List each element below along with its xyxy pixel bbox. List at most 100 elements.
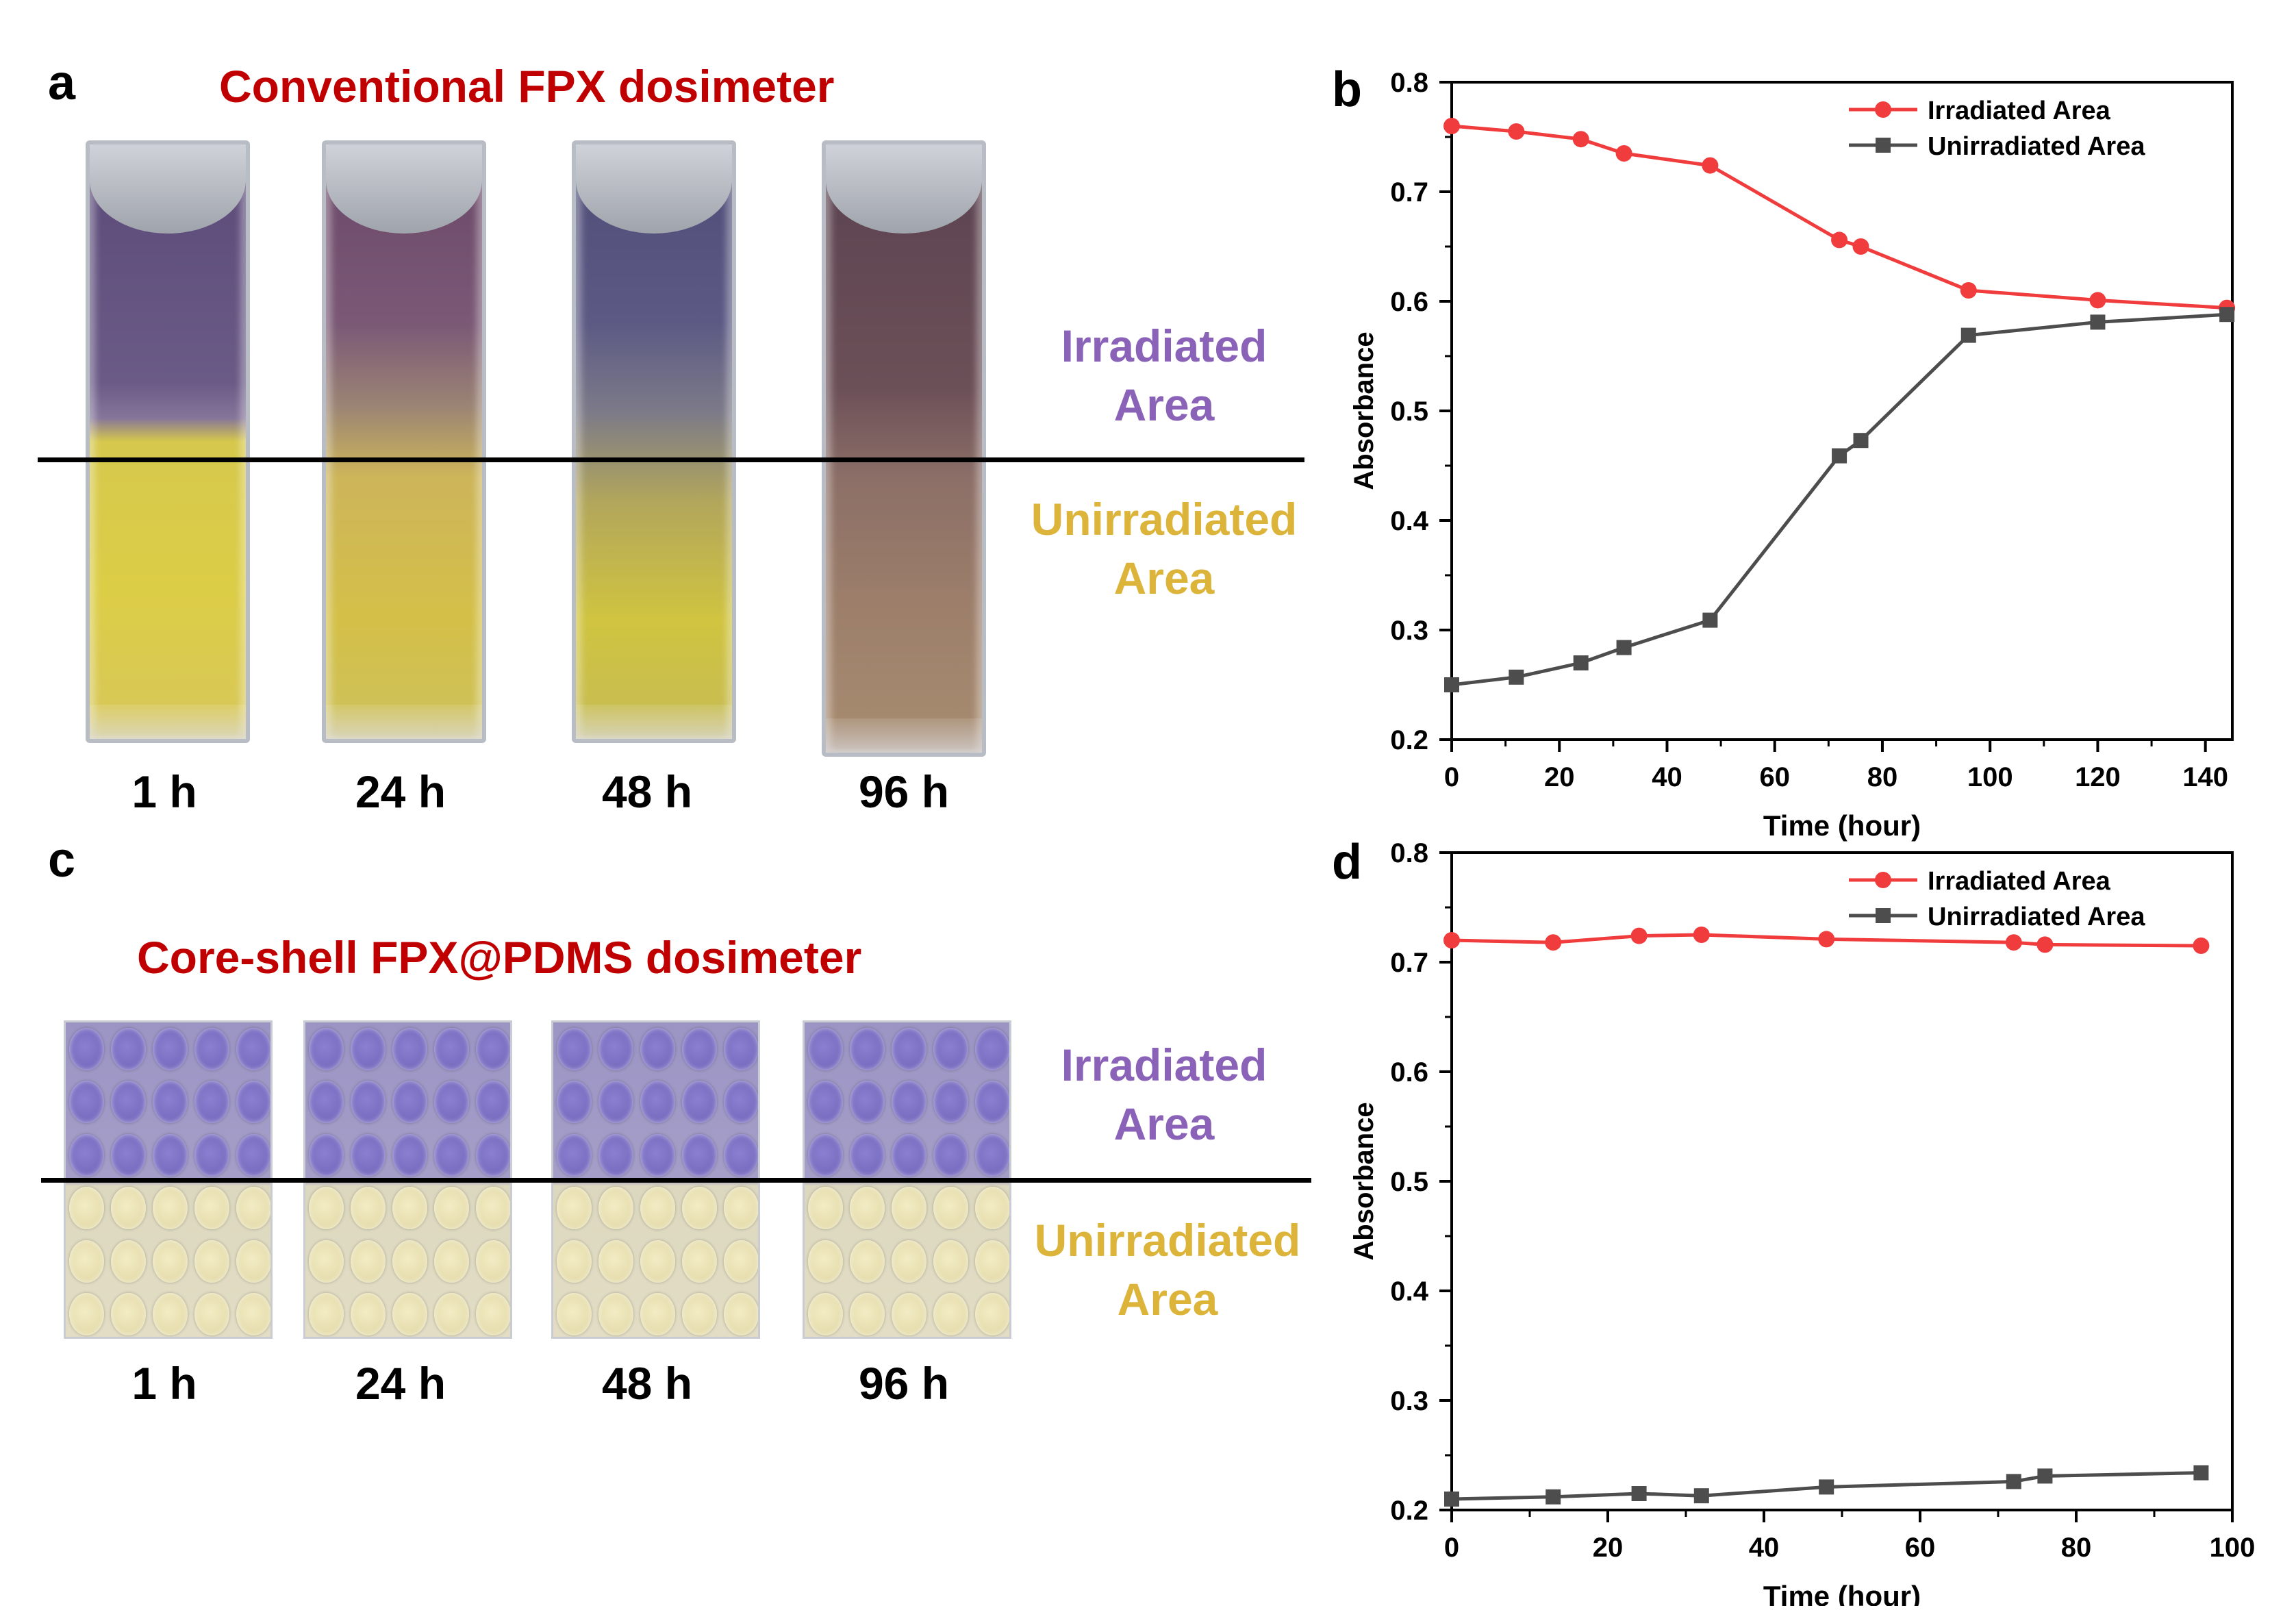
plate-well	[153, 1187, 188, 1230]
data-point-irradiated	[1572, 131, 1589, 148]
cuvette-bottom	[326, 705, 482, 739]
plate-well	[194, 1027, 229, 1070]
cuvette-cap	[826, 144, 982, 234]
plate-well	[351, 1081, 386, 1124]
plate-well	[434, 1027, 469, 1070]
irradiated-label-line1: Irradiated	[1061, 320, 1267, 371]
plate-well	[434, 1240, 469, 1283]
plate-well	[724, 1240, 758, 1283]
plate-well	[194, 1187, 229, 1230]
data-point-irradiated	[2089, 292, 2106, 309]
plate-well	[194, 1133, 229, 1177]
plate-well	[111, 1293, 146, 1336]
time-label-a-24h: 24 h	[355, 766, 446, 817]
plate-well	[236, 1133, 270, 1177]
plate-well	[476, 1240, 510, 1283]
absorbance-chart-b: 0 20 40 60 80 100 120 140 0.2 0.3 0.4 0.5 0.6 0.7 0.8 T…	[1349, 68, 2236, 842]
plate-well	[724, 1133, 758, 1177]
plate-well	[682, 1293, 717, 1336]
data-point-unirradiated	[1960, 327, 1976, 343]
cuvette-photo	[322, 140, 486, 743]
panel-label-c: c	[48, 833, 76, 888]
plate-well	[194, 1293, 229, 1336]
plate-well	[557, 1293, 592, 1336]
legend-swatch-marker	[1875, 872, 1891, 888]
x-tick-label: 60	[1905, 1533, 1936, 1563]
plate-well	[351, 1027, 386, 1070]
data-point-unirradiated	[1444, 677, 1459, 692]
data-point-irradiated	[1852, 238, 1869, 255]
x-tick-label: 140	[2182, 762, 2228, 792]
plate-well	[682, 1240, 717, 1283]
panel-label-b: b	[1332, 62, 1362, 117]
plate-well	[351, 1187, 386, 1230]
plate-well	[975, 1133, 1009, 1177]
plate-well	[975, 1081, 1009, 1124]
irradiated-area-label-c: Irradiated Area	[1027, 1035, 1301, 1153]
panel-label-d: d	[1332, 835, 1362, 890]
plate-well	[153, 1081, 188, 1124]
x-tick-label: 80	[1867, 762, 1898, 792]
plate-well	[236, 1293, 270, 1336]
plate-well	[933, 1240, 968, 1283]
y-tick-label: 0.6	[1390, 1057, 1428, 1087]
legend-label-unirradiated: Unirradiated Area	[1928, 132, 2145, 161]
plate-well	[808, 1240, 843, 1283]
irradiated-label-line1: Irradiated	[1061, 1040, 1267, 1090]
plate-well	[598, 1027, 633, 1070]
plate-well	[682, 1133, 717, 1177]
plate-well	[557, 1027, 592, 1070]
legend-label-irradiated: Irradiated Area	[1928, 867, 2111, 896]
plate-well	[892, 1081, 926, 1124]
plate-well	[111, 1027, 146, 1070]
x-axis-label: Time (hour)	[1763, 1580, 1921, 1606]
plate-well	[434, 1293, 469, 1336]
y-tick-label: 0.7	[1390, 948, 1428, 978]
y-tick-label: 0.5	[1390, 397, 1428, 427]
plate-well	[850, 1027, 885, 1070]
panel-a-title: Conventional FPX dosimeter	[219, 61, 835, 112]
plate-well	[194, 1081, 229, 1124]
plate-well	[557, 1133, 592, 1177]
data-point-irradiated	[2193, 938, 2210, 954]
y-tick-label: 0.3	[1390, 616, 1428, 646]
y-tick-label: 0.7	[1390, 177, 1428, 207]
unirradiated-label-line2: Area	[1113, 553, 1215, 603]
plate-well	[850, 1133, 885, 1177]
unirradiated-area-label-c: Unirradiated Area	[1010, 1211, 1325, 1329]
plate-well	[933, 1081, 968, 1124]
plate-well	[69, 1293, 104, 1336]
data-point-irradiated	[1702, 157, 1719, 174]
data-point-unirradiated	[1573, 655, 1589, 670]
plate-well	[682, 1187, 717, 1230]
cuvette-bottom	[576, 705, 732, 739]
plate-well	[640, 1240, 675, 1283]
plate-well	[194, 1240, 229, 1283]
plate-well	[153, 1240, 188, 1283]
plate-well	[557, 1240, 592, 1283]
x-tick-label: 80	[2061, 1533, 2092, 1563]
x-tick-label: 120	[2075, 762, 2121, 792]
data-point-unirradiated	[1693, 1488, 1709, 1504]
plate-well	[309, 1187, 344, 1230]
cuvette-cap	[90, 144, 246, 234]
plate-well	[975, 1027, 1009, 1070]
panel-c-title: Core-shell FPX@PDMS dosimeter	[137, 932, 862, 983]
plate-well	[808, 1133, 843, 1177]
plate-well	[236, 1081, 270, 1124]
plate-well	[69, 1133, 104, 1177]
plate-well	[808, 1187, 843, 1230]
unirradiated-label-line1: Unirradiated	[1031, 494, 1298, 544]
plate-well	[598, 1293, 633, 1336]
series-line-irradiated	[1451, 124, 2228, 310]
plate-well	[892, 1187, 926, 1230]
data-point-unirradiated	[1819, 1479, 1834, 1495]
y-axis-label: Absorbance	[1349, 331, 1379, 490]
cuvette-cap	[576, 144, 732, 234]
x-tick-label: 100	[2210, 1533, 2256, 1563]
legend-swatch-marker	[1876, 908, 1891, 923]
plate-well	[808, 1027, 843, 1070]
plate-well	[640, 1293, 675, 1336]
y-tick-label: 0.6	[1390, 287, 1428, 317]
y-tick-label: 0.8	[1390, 68, 1428, 98]
